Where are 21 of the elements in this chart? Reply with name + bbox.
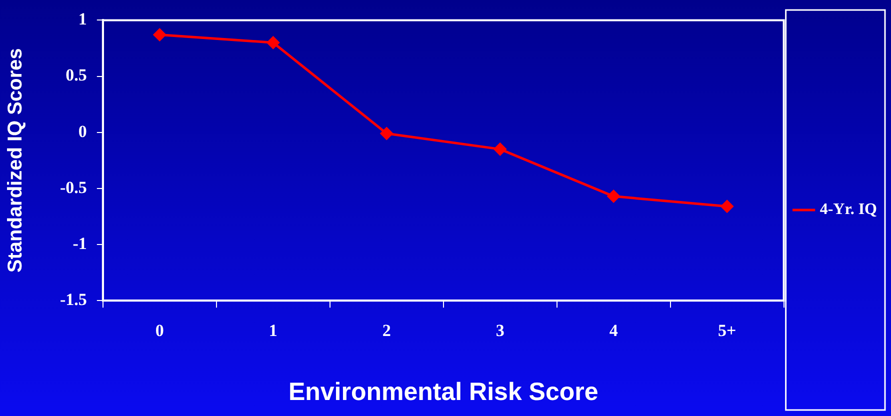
y-axis-title: Standardized IQ Scores — [4, 48, 27, 273]
y-tick-label: -0.5 — [60, 178, 87, 197]
point — [266, 36, 280, 49]
y-tick-label: 1 — [78, 10, 87, 29]
y-tick-label: -1.5 — [60, 290, 87, 309]
x-tick-label: 0 — [155, 321, 164, 340]
y-tick-label: 0 — [78, 122, 87, 141]
x-axis-title: Environmental Risk Score — [288, 378, 598, 406]
point — [380, 127, 393, 140]
legend-label: 4-Yr. IQ — [820, 201, 877, 218]
point — [720, 200, 734, 213]
point — [607, 190, 620, 203]
x-tick-label: 1 — [268, 321, 278, 340]
y-tick-label: 0.5 — [66, 66, 87, 85]
x-tick-label: 2 — [382, 321, 391, 340]
point — [153, 28, 166, 42]
x-tick-label: 3 — [496, 321, 504, 340]
y-tick-label: -1 — [72, 234, 87, 253]
x-tick-label: 4 — [609, 321, 618, 340]
x-tick-label: 5+ — [718, 321, 736, 340]
point — [494, 142, 506, 156]
